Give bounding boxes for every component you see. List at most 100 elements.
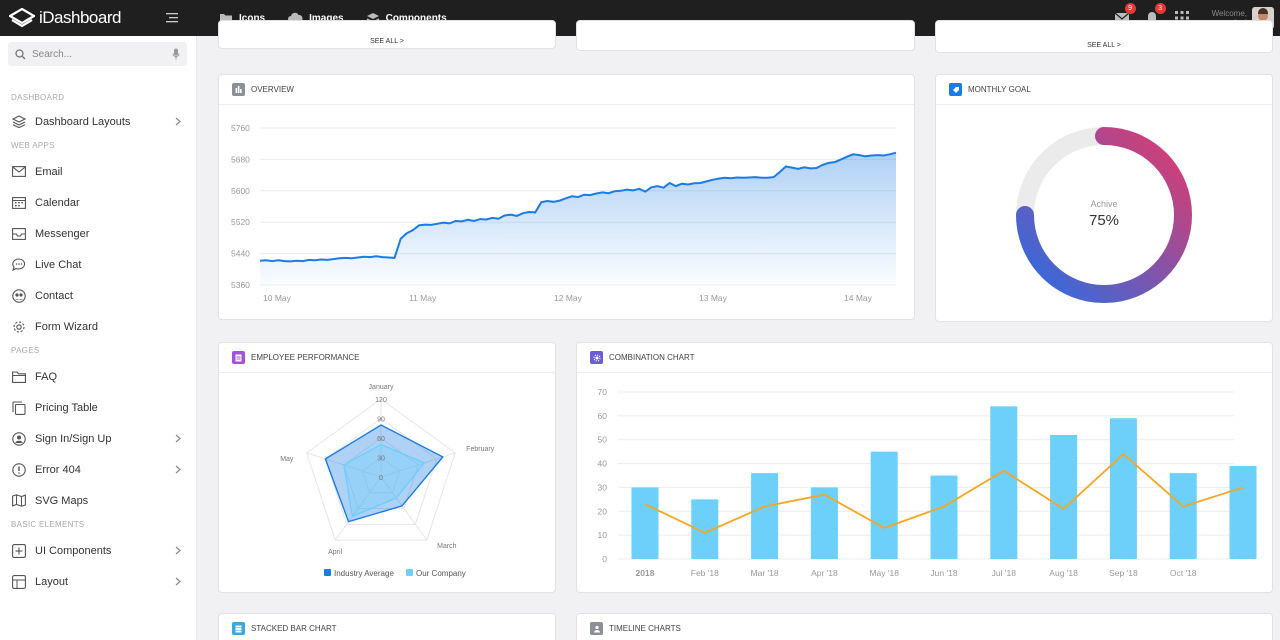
- folder-icon: [11, 370, 26, 384]
- timeline-charts-header: TIMELINE CHARTS: [577, 614, 1272, 640]
- category-label: February: [466, 446, 495, 453]
- sidebar-item-error-404[interactable]: Error 404: [0, 454, 197, 485]
- plus-square-icon: [11, 543, 26, 558]
- x-tick-label: Feb '18: [691, 568, 719, 578]
- topnav-icons-label: Icons: [239, 12, 266, 24]
- sidebar-item-layout[interactable]: Layout: [0, 566, 197, 597]
- radar-axis: [380, 476, 428, 541]
- sidebar-item-label: UI Components: [35, 544, 112, 557]
- document-icon: [232, 351, 245, 364]
- chevron-right-icon: [175, 546, 181, 555]
- series-line: [259, 151, 897, 263]
- goal-value: 75%: [1089, 212, 1119, 229]
- user-icon: [11, 431, 26, 446]
- chevron-right-icon: [175, 434, 181, 443]
- search-box[interactable]: Search...: [8, 42, 187, 66]
- sidebar-item-pricing-table[interactable]: Pricing Table: [0, 392, 197, 423]
- timeline-charts-title: TIMELINE CHARTS: [609, 624, 681, 633]
- series-line: [644, 452, 1244, 534]
- see-all-link[interactable]: SEE ALL >: [370, 38, 404, 45]
- legend-label: Our Company: [416, 569, 466, 578]
- bar: [1169, 473, 1197, 559]
- menu-toggle-icon[interactable]: [164, 11, 180, 25]
- sidebar-item-calendar[interactable]: Calendar: [0, 187, 197, 218]
- chat-icon: [11, 258, 26, 272]
- sidebar-item-label: Messenger: [35, 227, 90, 240]
- radar-grid: [343, 437, 419, 510]
- sidebar-item-live-chat[interactable]: Live Chat: [0, 249, 197, 280]
- search-input[interactable]: Search...: [32, 48, 73, 60]
- x-tick-label: Aug '18: [1049, 568, 1078, 578]
- top-card-left: SEE ALL >: [218, 20, 556, 49]
- y-tick-label: 5760: [231, 123, 250, 133]
- ring-progress: [1016, 127, 1192, 303]
- sidebar-item-label: FAQ: [35, 370, 58, 383]
- map-icon: [11, 494, 26, 508]
- sidebar-item-sign-in[interactable]: Sign In/Sign Up: [0, 423, 197, 454]
- section-title-basic-elements: BASIC ELEMENTS: [11, 520, 85, 529]
- employee-performance-header: EMPLOYEE PERFORMANCE: [219, 343, 555, 373]
- area-fill: [260, 152, 896, 285]
- sidebar-nav: DASHBOARD Dashboard Layouts WEB APPS Ema…: [0, 93, 197, 597]
- mail-button[interactable]: 9: [1114, 3, 1136, 26]
- goal-label: Achive: [1090, 199, 1117, 209]
- legend-swatch: [406, 569, 413, 576]
- sidebar-item-email[interactable]: Email: [0, 156, 197, 187]
- legend-label: Industry Average: [334, 569, 394, 578]
- x-tick-label: Sep '18: [1109, 568, 1138, 578]
- monthly-goal-chart: Achive 75%: [1016, 127, 1192, 303]
- x-tick-label: Apr '18: [811, 568, 838, 578]
- sidebar-item-label: SVG Maps: [35, 494, 89, 507]
- combination-chart-title: COMBINATION CHART: [609, 353, 695, 362]
- contact-icon: [11, 288, 26, 303]
- y-tick-label: 40: [598, 459, 608, 469]
- y-tick-label: 60: [598, 411, 608, 421]
- sidebar-item-label: Error 404: [35, 463, 81, 476]
- topnav-images-label: Images: [309, 12, 344, 24]
- y-tick-label: 5520: [231, 217, 250, 227]
- see-all-link[interactable]: SEE ALL >: [1087, 42, 1121, 49]
- y-tick-label: 70: [598, 387, 608, 397]
- radar-grid: [324, 417, 438, 525]
- mail-badge: 9: [1124, 3, 1136, 14]
- section-title-web-apps: WEB APPS: [11, 141, 55, 150]
- x-tick-label: 10 May: [263, 293, 292, 303]
- x-tick-label: Jul '18: [992, 568, 1017, 578]
- chevron-right-icon: [175, 465, 181, 474]
- users-icon: [590, 622, 603, 635]
- bar: [870, 451, 898, 559]
- category-label: April: [328, 549, 342, 556]
- bar: [631, 487, 659, 559]
- y-tick-label: 5440: [231, 249, 250, 259]
- sidebar-item-form-wizard[interactable]: Form Wizard: [0, 311, 197, 342]
- timeline-charts-card: TIMELINE CHARTS: [576, 613, 1273, 640]
- sidebar-item-label: Sign In/Sign Up: [35, 432, 112, 445]
- sidebar-item-dashboard-layouts[interactable]: Dashboard Layouts: [0, 106, 197, 137]
- x-tick-label: 2018: [636, 568, 655, 578]
- settings-icon: [590, 351, 603, 364]
- sidebar-item-messenger[interactable]: Messenger: [0, 218, 197, 249]
- y-tick-label: 50: [598, 435, 608, 445]
- stacked-bar-chart-title: STACKED BAR CHART: [251, 624, 337, 633]
- topnav-components-label: Components: [385, 12, 447, 24]
- category-label: January: [369, 384, 394, 391]
- layout-icon: [11, 574, 26, 589]
- stacked-bar-chart-card: STACKED BAR CHART: [218, 613, 556, 640]
- r-tick-label: 60: [377, 436, 385, 443]
- chevron-right-icon: [175, 577, 181, 586]
- sidebar-item-faq[interactable]: FAQ: [0, 361, 197, 392]
- sidebar-item-contact[interactable]: Contact: [0, 280, 197, 311]
- x-tick-label: Oct '18: [1170, 568, 1197, 578]
- sidebar-item-label: Dashboard Layouts: [35, 115, 131, 128]
- gear-icon: [11, 320, 26, 334]
- monthly-goal-header: MONTHLY GOAL: [936, 75, 1272, 105]
- y-tick-label: 20: [598, 506, 608, 516]
- brand[interactable]: iDashboard: [0, 0, 197, 36]
- email-icon: [11, 165, 26, 179]
- y-tick-label: 30: [598, 482, 608, 492]
- monthly-goal-title: MONTHLY GOAL: [968, 85, 1031, 94]
- sidebar-item-ui-components[interactable]: UI Components: [0, 535, 197, 566]
- microphone-icon[interactable]: [172, 48, 180, 60]
- sidebar-item-svg-maps[interactable]: SVG Maps: [0, 485, 197, 516]
- topnav-images[interactable]: Images: [287, 12, 344, 24]
